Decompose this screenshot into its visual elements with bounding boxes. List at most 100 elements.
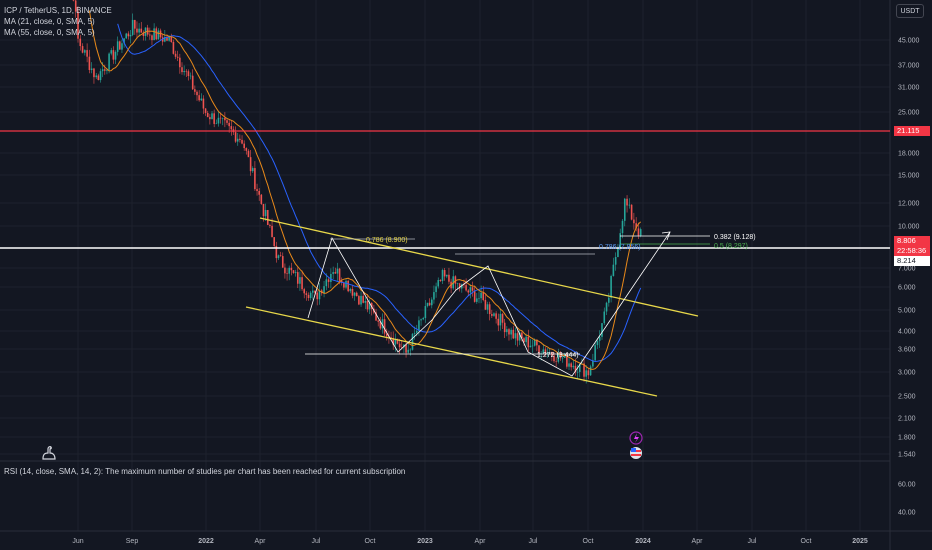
candle-body bbox=[430, 299, 433, 306]
candle-body bbox=[482, 292, 485, 300]
candle-body bbox=[309, 292, 312, 299]
candle-body bbox=[288, 267, 291, 274]
candle-body bbox=[553, 355, 555, 362]
candle-body bbox=[506, 329, 508, 333]
candle-body bbox=[215, 123, 218, 125]
candle-body bbox=[198, 95, 200, 101]
time-tick-label: Apr bbox=[255, 538, 267, 545]
time-tick-label: Jun bbox=[72, 538, 83, 545]
candle-body bbox=[234, 132, 237, 142]
candle-body bbox=[358, 296, 360, 305]
candle-body bbox=[362, 295, 364, 303]
candle-body bbox=[465, 285, 467, 291]
candle-body bbox=[181, 67, 183, 73]
candle-body bbox=[476, 298, 478, 302]
price-tick-label: 15.000 bbox=[898, 173, 920, 180]
candle-body bbox=[568, 363, 570, 367]
channel-lower-line[interactable] bbox=[245, 306, 658, 397]
candle-body bbox=[273, 237, 275, 246]
candle-body bbox=[639, 229, 642, 236]
candle-body bbox=[179, 57, 181, 68]
candle-body bbox=[596, 340, 599, 346]
candle-body bbox=[281, 256, 284, 268]
fib-1272-label: 1.272 (3.444) bbox=[537, 352, 579, 359]
currency-button[interactable]: USDT bbox=[896, 4, 924, 18]
candle-body bbox=[271, 225, 273, 238]
candle-body bbox=[164, 36, 166, 42]
candle-body bbox=[544, 349, 547, 354]
candle-body bbox=[140, 28, 143, 33]
candle-body bbox=[428, 302, 431, 306]
candle-body bbox=[340, 280, 343, 283]
candle-body bbox=[121, 43, 123, 50]
candle-body bbox=[84, 50, 86, 53]
candle-body bbox=[542, 349, 545, 354]
candle-body bbox=[548, 351, 551, 353]
time-tick-label: Apr bbox=[692, 538, 704, 545]
candle-body bbox=[149, 34, 151, 36]
candle-body bbox=[228, 122, 230, 127]
candle-body bbox=[142, 32, 145, 36]
candle-body bbox=[594, 345, 596, 361]
flag-event-icon[interactable] bbox=[630, 447, 642, 459]
price-axis[interactable]: 45.000 37.000 31.000 25.000 18.000 15.000 12.0… bbox=[898, 38, 920, 459]
candle-body bbox=[456, 283, 459, 285]
rsi-tick-label: 40.00 bbox=[898, 510, 916, 517]
countdown-tag: 22:58:36 bbox=[894, 246, 930, 256]
candle-body bbox=[516, 333, 519, 341]
lightning-event-icon[interactable] bbox=[629, 431, 643, 445]
candle-body bbox=[236, 138, 239, 142]
candle-body bbox=[95, 75, 98, 78]
ma21-legend[interactable]: MA (21, close, 0, SMA, 5) bbox=[4, 17, 95, 26]
candle-body bbox=[123, 38, 125, 44]
candle-body bbox=[392, 337, 394, 345]
candle-body bbox=[269, 224, 271, 226]
candle-body bbox=[183, 70, 185, 73]
candle-body bbox=[159, 30, 162, 38]
candle-body bbox=[353, 292, 356, 296]
candle-body bbox=[443, 270, 446, 277]
candle-body bbox=[336, 268, 339, 274]
candle-body bbox=[637, 228, 640, 236]
price-tick-label: 2.500 bbox=[898, 394, 916, 401]
candle-body bbox=[332, 272, 334, 274]
candle-body bbox=[617, 248, 619, 258]
price-tick-label: 25.000 bbox=[898, 110, 920, 117]
time-tick-label: Oct bbox=[801, 538, 812, 545]
tradingview-logo-icon[interactable] bbox=[40, 444, 58, 462]
candle-body bbox=[633, 219, 635, 224]
candle-body bbox=[503, 322, 506, 333]
candle-body bbox=[433, 292, 435, 300]
candle-body bbox=[196, 91, 198, 96]
candle-body bbox=[351, 288, 354, 296]
candle-body bbox=[566, 353, 568, 367]
channel-upper-line[interactable] bbox=[259, 217, 699, 317]
candle-body bbox=[266, 210, 269, 225]
candle-body bbox=[330, 273, 332, 282]
candle-body bbox=[226, 120, 228, 123]
candle-body bbox=[488, 304, 491, 315]
candle-body bbox=[251, 168, 254, 172]
candle-body bbox=[134, 19, 136, 29]
candle-body bbox=[630, 204, 633, 220]
candle-body bbox=[275, 245, 278, 259]
time-tick-label: 2023 bbox=[417, 538, 433, 545]
symbol-legend[interactable]: ICP / TetherUS, 1D, BINANCE bbox=[4, 6, 112, 15]
candle-body bbox=[99, 71, 102, 81]
time-axis[interactable]: Jun Sep 2022 Apr Jul Oct 2023 Apr Jul Oct 2024 Apr J… bbox=[72, 538, 868, 545]
price-tick-label: 7.000 bbox=[898, 266, 916, 273]
price-tick-label: 12.000 bbox=[898, 201, 920, 208]
candle-body bbox=[364, 301, 367, 303]
ma55-legend[interactable]: MA (55, close, 0, SMA, 5) bbox=[4, 28, 95, 37]
candle-body bbox=[467, 290, 470, 293]
candle-body bbox=[136, 28, 138, 33]
candle-body bbox=[131, 19, 134, 35]
ma55-line bbox=[117, 23, 642, 363]
candle-body bbox=[191, 75, 194, 90]
candle-body bbox=[299, 277, 301, 284]
candle-body bbox=[610, 275, 612, 298]
candle-body bbox=[385, 333, 388, 337]
candle-body bbox=[213, 113, 215, 124]
projection-path[interactable] bbox=[307, 231, 671, 377]
